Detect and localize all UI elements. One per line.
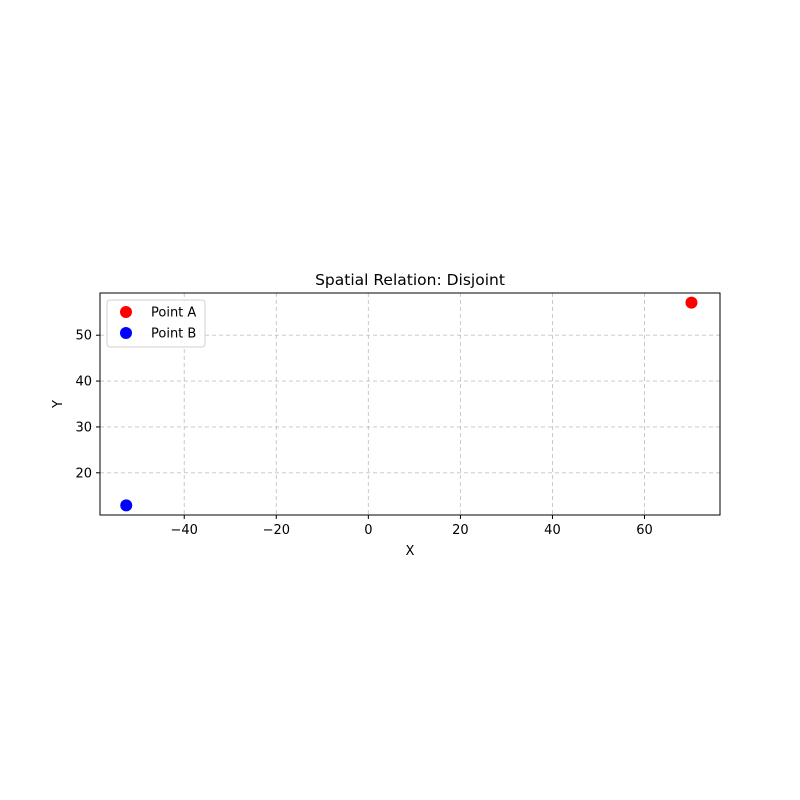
plot-frame bbox=[99, 292, 721, 516]
grid-lines bbox=[100, 293, 720, 515]
data-points bbox=[120, 296, 698, 512]
y-tick-label: 20 bbox=[75, 466, 92, 481]
x-tick-label: 40 bbox=[544, 523, 561, 538]
y-tick-label: 50 bbox=[75, 329, 92, 344]
legend-label: Point B bbox=[151, 327, 196, 342]
x-tick-label: 0 bbox=[364, 523, 372, 538]
x-tick-label: 60 bbox=[636, 523, 653, 538]
data-point bbox=[685, 296, 698, 309]
x-axis-label: X bbox=[406, 544, 415, 559]
x-tick-label: 20 bbox=[452, 523, 469, 538]
x-tick-label: −40 bbox=[171, 523, 198, 538]
y-axis-label: Y bbox=[51, 400, 66, 409]
y-tick-label: 30 bbox=[75, 420, 92, 435]
y-tick-label: 40 bbox=[75, 375, 92, 390]
x-tick-label: −20 bbox=[263, 523, 290, 538]
legend-marker bbox=[120, 327, 132, 339]
legend: Point A Point B bbox=[106, 299, 206, 348]
axis-ticks: −40 −20 0 20 40 60 20 30 40 50 bbox=[75, 329, 652, 538]
legend-label: Point A bbox=[151, 306, 196, 321]
data-point bbox=[120, 499, 133, 512]
chart-title: Spatial Relation: Disjoint bbox=[315, 271, 505, 289]
legend-marker bbox=[120, 306, 132, 318]
